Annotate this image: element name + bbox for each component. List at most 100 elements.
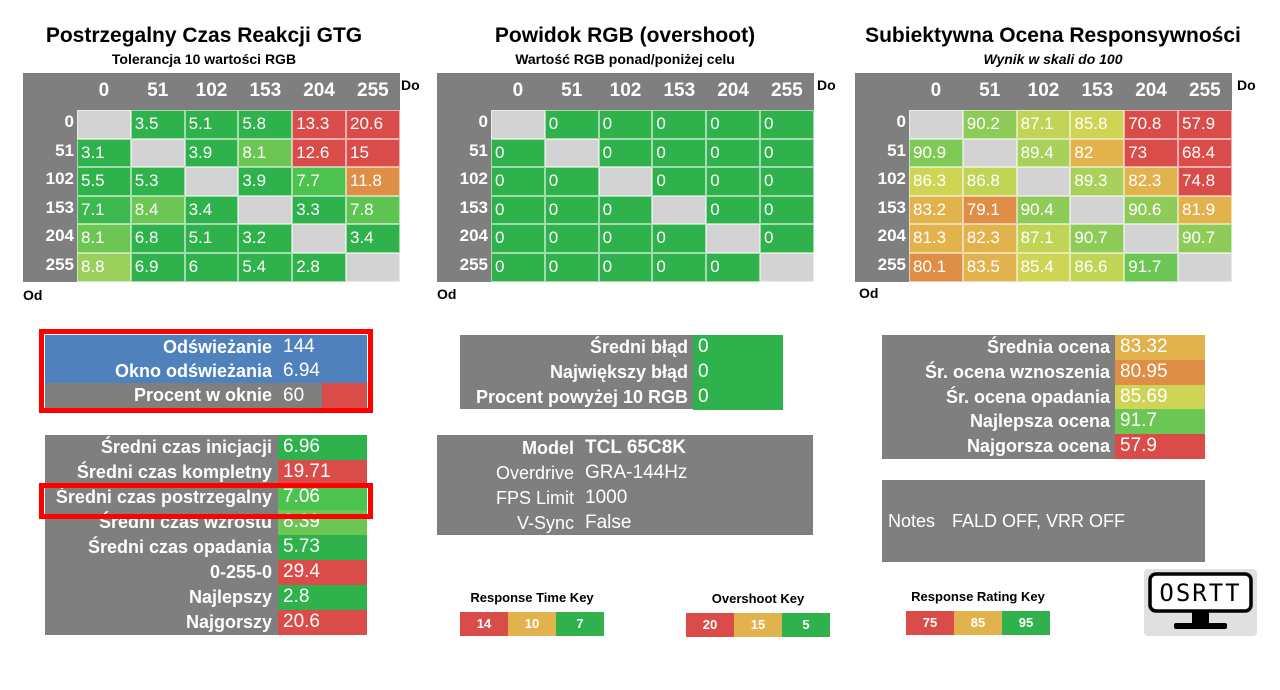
gtg-cell: 3.5 [130,110,185,139]
gtg-cell: 5.1 [184,224,239,253]
overshoot-cell: 0 [760,138,814,168]
rating-row-header: 255 [877,255,906,274]
gtg-cell [346,253,400,282]
overshoot-cell: 0 [652,253,707,282]
refresh-row: Odświeżanie 144 [45,335,367,359]
gtg-cell: 5.3 [130,167,185,196]
response-time-key: Response Time Key 14 10 7 [460,590,604,636]
key-title: Response Time Key [470,590,594,605]
display-info-label: Overdrive [495,463,574,483]
overshoot-cell: 0 [652,224,707,253]
key-swatch: 15 [734,613,782,637]
rating-col-header: 204 [1135,80,1167,101]
key-swatch: 7 [556,612,604,636]
refresh-panel: Odświeżanie 144 Okno odświeżania 6.94 Pr… [45,335,367,408]
rating-col-header: 51 [979,80,1001,101]
key-swatch: 95 [1002,611,1050,635]
overshoot-cell [598,167,653,196]
rating-cell: 91.7 [1124,253,1178,282]
gtg-cell: 11.8 [346,167,400,196]
response-time-value: 6.96 [283,436,320,457]
score-value-bg [1115,359,1205,385]
overshoot-cell: 0 [598,224,653,253]
display-info-value: False [585,512,632,533]
gtg-cell: 7.1 [77,195,131,225]
overshoot-cell [652,195,707,225]
refresh-rate-value: 144 [283,336,315,357]
gtg-row-header: 102 [45,169,74,189]
gtg-row-header: 0 [64,112,74,131]
response-time-value-bg [278,610,367,635]
response-time-value-bg [278,460,367,485]
logo-text: OSRTT [1159,579,1242,607]
rating-cell [1070,195,1125,225]
rating-cell: 90.4 [1016,195,1071,225]
overshoot-error-value: 0 [698,336,709,357]
gtg-heatmap: 0 51 102 153 204 255 0 3.5 5.1 5.8 13.3 20.6 51 3.1 3.… [23,73,400,282]
response-time-value: 5.73 [283,536,320,557]
notes-label: Notes [888,511,936,531]
key-swatch: 85 [954,611,1002,635]
response-time-value: 20.6 [283,611,320,632]
overshoot-row-header: 102 [459,169,488,189]
gtg-row-header: 204 [45,226,74,246]
overshoot-cell: 0 [760,110,814,139]
overshoot-error-label: Średni błąd [589,337,688,357]
gtg-cell: 12.6 [292,138,346,168]
rating-col-header: 153 [1081,80,1114,101]
gtg-cell [130,138,185,168]
key-swatch: 20 [686,613,734,637]
gtg-cell [292,224,346,253]
gtg-cell: 3.4 [184,195,239,225]
gtg-title: Postrzegalny Czas Reakcji GTG [45,24,363,47]
rating-cell [909,110,963,139]
rating-to-label: Do [1237,77,1256,93]
rating-cell: 89.3 [1070,167,1125,196]
gtg-cell: 5.5 [77,167,131,196]
rating-cell: 82.3 [962,224,1017,253]
rating-cell: 73 [1124,138,1178,168]
response-time-label: Najlepszy [188,587,272,607]
score-value: 80.95 [1120,360,1168,382]
score-value-bg [1115,434,1205,459]
rating-subtitle: Wynik w skali do 100 [983,51,1123,67]
overshoot-error-value: 0 [698,386,709,407]
response-time-value-bg [278,585,367,610]
overshoot-error-value-bg [693,335,783,360]
percent-in-window-label: Procent w oknie [133,385,272,405]
response-time-label: Średni czas inicjacji [100,437,272,457]
overshoot-col-header: 153 [663,80,696,101]
overshoot-cell: 0 [706,253,760,282]
overshoot-error-panel: Średni błąd 0 Największy błąd 0 Procent powy… [460,335,783,410]
gtg-cell: 15 [346,138,400,168]
score-value: 57.9 [1120,435,1157,457]
overshoot-row-header: 51 [469,140,488,160]
rating-col-header: 0 [930,80,942,101]
response-rating-key: Response Rating Key 75 85 95 [906,589,1050,635]
rating-col-header: 102 [1027,80,1060,101]
gtg-to-label: Do [401,77,420,93]
overshoot-cell: 0 [760,195,814,225]
overshoot-title: Powidok RGB (overshoot) [494,24,756,47]
rating-cell: 90.7 [1070,224,1125,253]
overshoot-cell: 0 [544,253,599,282]
overshoot-cell [544,138,599,168]
response-time-value: 29.4 [283,561,320,582]
score-label: Najlepsza ocena [969,411,1110,432]
display-info-value: GRA-144Hz [585,462,688,483]
overshoot-col-header: 51 [561,80,583,101]
rating-cell: 68.4 [1178,138,1232,168]
gtg-cell: 3.3 [292,195,346,225]
response-times-panel: Średni czas inicjacji 6.96 Średni czas kom… [45,435,367,635]
score-value-bg [1115,384,1205,410]
rating-cell: 85.4 [1016,253,1071,282]
key-title: Overshoot Key [711,591,805,606]
overshoot-cell: 0 [491,253,545,282]
response-time-value-bg [278,535,367,560]
overshoot-heatmap: 0 51 102 153 204 255 0 0 0 0 0 0 51 0 0 0 0 0 102 0 0 0 0 0 153 0… [437,73,814,282]
rating-row-header: 153 [877,197,906,217]
rating-heatmap: 0 51 102 153 204 255 0 90.2 87.1 85.8 70.8 57.9 51 90… [855,73,1232,282]
rating-cell: 90.9 [909,138,963,168]
rating-title: Subiektywna Ocena Responsywności [865,24,1241,47]
rating-cell [962,138,1017,168]
